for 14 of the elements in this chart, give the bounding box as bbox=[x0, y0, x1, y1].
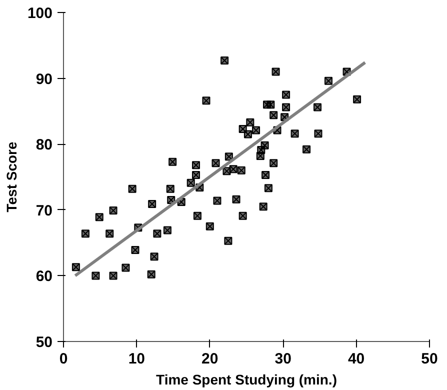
x-tick-label: 10 bbox=[128, 350, 146, 368]
y-tick-label: 80 bbox=[36, 136, 53, 154]
y-tick-label: 60 bbox=[36, 268, 53, 286]
x-tick-label: 0 bbox=[59, 350, 68, 368]
y-tick-label: 100 bbox=[27, 5, 53, 22]
y-tick-label: 90 bbox=[36, 70, 53, 88]
x-tick-label: 30 bbox=[274, 350, 292, 368]
x-tick-label: 20 bbox=[202, 350, 218, 368]
x-tick-label: 50 bbox=[421, 350, 438, 368]
x-tick-label: 40 bbox=[348, 350, 365, 368]
x-axis-title: Time Spent Studying (min.) bbox=[156, 372, 337, 388]
y-tick-label: 70 bbox=[36, 202, 53, 220]
y-tick-label: 50 bbox=[36, 334, 53, 351]
y-axis-title: Test Score bbox=[3, 142, 20, 212]
